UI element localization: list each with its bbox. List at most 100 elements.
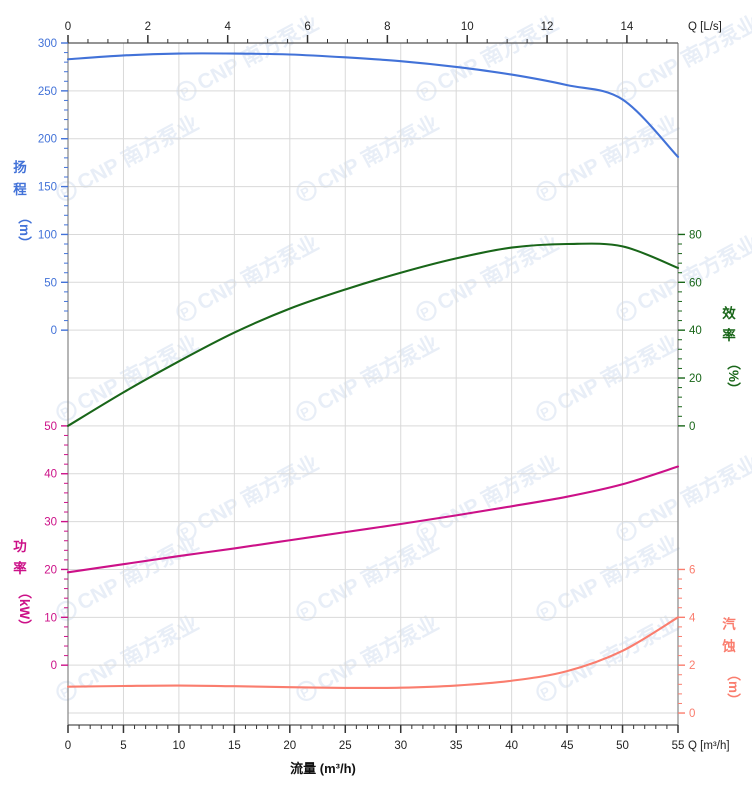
tick-label-head: 150 xyxy=(38,182,57,194)
watermark-text: CNP 南方泵业 xyxy=(73,331,202,415)
curve-right-efficiency xyxy=(66,242,680,427)
tick-label-head: 200 xyxy=(38,134,57,146)
tick-label-efficiency: 40 xyxy=(689,325,702,337)
axis-title-power: 功 xyxy=(13,539,27,554)
watermark: P CNP 南方泵业 xyxy=(536,531,683,621)
watermark-text: CNP 南方泵业 xyxy=(433,451,562,535)
watermark-text: CNP 南方泵业 xyxy=(193,231,322,315)
axis-unit-npsh: （m） xyxy=(726,667,741,706)
watermark: P CNP 南方泵业 xyxy=(296,111,443,201)
axis-title-head: 程 xyxy=(13,182,27,197)
axis-label-q-ls: Q [L/s] xyxy=(688,21,722,33)
tick-label-power: 10 xyxy=(44,612,57,624)
watermark-text: CNP 南方泵业 xyxy=(553,111,682,195)
axis-unit-head: （m） xyxy=(17,210,32,249)
watermark: P CNP 南方泵业 xyxy=(176,451,323,541)
watermark-text: CNP 南方泵业 xyxy=(193,451,322,535)
tick-label-head: 50 xyxy=(44,277,57,289)
watermark: P CNP 南方泵业 xyxy=(56,111,203,201)
tick-label-top-ls: 14 xyxy=(621,21,634,33)
axis-efficiency: 0 20 40 60 80 效率 （%） xyxy=(678,229,741,433)
axis-title-efficiency: 效 xyxy=(722,305,736,321)
axis-head: 0 50 100 150 200 250 300 扬程 （m） xyxy=(13,38,68,337)
watermark-text: CNP 南方泵业 xyxy=(313,531,442,615)
tick-label-power: 0 xyxy=(51,660,57,672)
tick-label-bottom-m3h: 30 xyxy=(394,740,407,752)
axis-title-power: 率 xyxy=(13,560,27,576)
watermark-text: CNP 南方泵业 xyxy=(73,611,202,695)
watermark-text: CNP 南方泵业 xyxy=(73,111,202,195)
tick-label-bottom-m3h: 5 xyxy=(120,740,126,752)
axis-power: 0 10 20 30 40 50 功率 （kW） xyxy=(13,421,68,672)
curves-layer xyxy=(66,52,680,690)
tick-label-efficiency: 60 xyxy=(689,277,702,289)
watermark-text: CNP 南方泵业 xyxy=(313,611,442,695)
tick-label-top-ls: 10 xyxy=(461,21,474,33)
watermark: P CNP 南方泵业 xyxy=(616,11,752,101)
axis-title-npsh: 汽 xyxy=(722,616,736,632)
watermark-text: CNP 南方泵业 xyxy=(633,451,752,535)
axis-title-npsh: 蚀 xyxy=(721,638,736,654)
tick-label-power: 40 xyxy=(44,469,57,481)
curve-right-npsh xyxy=(66,616,680,690)
axis-title-flow: 流量 (m³/h) xyxy=(290,761,356,776)
watermark: P CNP 南方泵业 xyxy=(536,111,683,201)
tick-label-bottom-m3h: 10 xyxy=(173,740,186,752)
axis-title-head: 扬 xyxy=(13,159,27,175)
tick-label-npsh: 2 xyxy=(689,660,695,672)
axis-top-ls: 0 2 4 6 8 10 12 14 Q [L/s] xyxy=(65,21,722,43)
tick-label-head: 100 xyxy=(38,229,57,241)
tick-label-power: 20 xyxy=(44,564,57,576)
tick-label-top-ls: 8 xyxy=(384,21,390,33)
tick-label-bottom-m3h: 20 xyxy=(283,740,296,752)
axis-label-q-m3h: Q [m³/h] xyxy=(688,740,730,752)
tick-label-top-ls: 6 xyxy=(304,21,310,33)
tick-label-top-ls: 0 xyxy=(65,21,71,33)
grid-layer xyxy=(67,42,679,725)
watermark: P CNP 南方泵业 xyxy=(176,11,323,101)
tick-label-npsh: 6 xyxy=(689,564,695,576)
watermark-text: CNP 南方泵业 xyxy=(553,531,682,615)
tick-label-power: 30 xyxy=(44,517,57,529)
tick-label-efficiency: 80 xyxy=(689,229,702,241)
watermark: P CNP 南方泵业 xyxy=(616,451,752,541)
watermark: P CNP 南方泵业 xyxy=(296,611,443,701)
curve-left-power xyxy=(66,465,680,574)
watermark-text: CNP 南方泵业 xyxy=(313,331,442,415)
curve-left-head xyxy=(66,52,680,158)
tick-label-npsh: 0 xyxy=(689,708,695,720)
tick-label-head: 0 xyxy=(51,325,57,337)
tick-label-head: 300 xyxy=(38,38,57,50)
watermark: P CNP 南方泵业 xyxy=(416,451,563,541)
axis-npsh: 0 2 4 6 汽蚀 （m） xyxy=(678,564,741,720)
watermark: P CNP 南方泵业 xyxy=(176,231,323,321)
tick-label-power: 50 xyxy=(44,421,57,433)
watermark-text: CNP 南方泵业 xyxy=(313,111,442,195)
tick-label-bottom-m3h: 40 xyxy=(505,740,518,752)
tick-label-efficiency: 0 xyxy=(689,421,695,433)
watermark-text: CNP 南方泵业 xyxy=(73,531,202,615)
tick-label-head: 250 xyxy=(38,86,57,98)
tick-label-top-ls: 12 xyxy=(541,21,554,33)
tick-label-bottom-m3h: 45 xyxy=(561,740,574,752)
watermark: P CNP 南方泵业 xyxy=(56,611,203,701)
tick-label-npsh: 4 xyxy=(689,612,696,624)
tick-label-bottom-m3h: 55 xyxy=(672,740,685,752)
tick-label-efficiency: 20 xyxy=(689,373,702,385)
axis-bottom-m3h: 0 5 10 15 20 25 30 35 40 45 50 55 Q [m³/h] 流量 (m³/h) xyxy=(65,725,730,776)
watermark: P CNP 南方泵业 xyxy=(296,531,443,621)
tick-label-top-ls: 4 xyxy=(224,21,231,33)
tick-label-bottom-m3h: 35 xyxy=(450,740,463,752)
tick-label-bottom-m3h: 0 xyxy=(65,740,71,752)
tick-label-top-ls: 2 xyxy=(145,21,151,33)
axis-unit-efficiency: （%） xyxy=(726,356,741,395)
watermark: P CNP 南方泵业 xyxy=(56,531,203,621)
watermark-text: CNP 南方泵业 xyxy=(433,231,562,315)
tick-label-bottom-m3h: 50 xyxy=(616,740,629,752)
axis-title-efficiency: 率 xyxy=(722,327,736,343)
watermark-text: CNP 南方泵业 xyxy=(633,231,752,315)
tick-label-bottom-m3h: 15 xyxy=(228,740,241,752)
tick-label-bottom-m3h: 25 xyxy=(339,740,352,752)
